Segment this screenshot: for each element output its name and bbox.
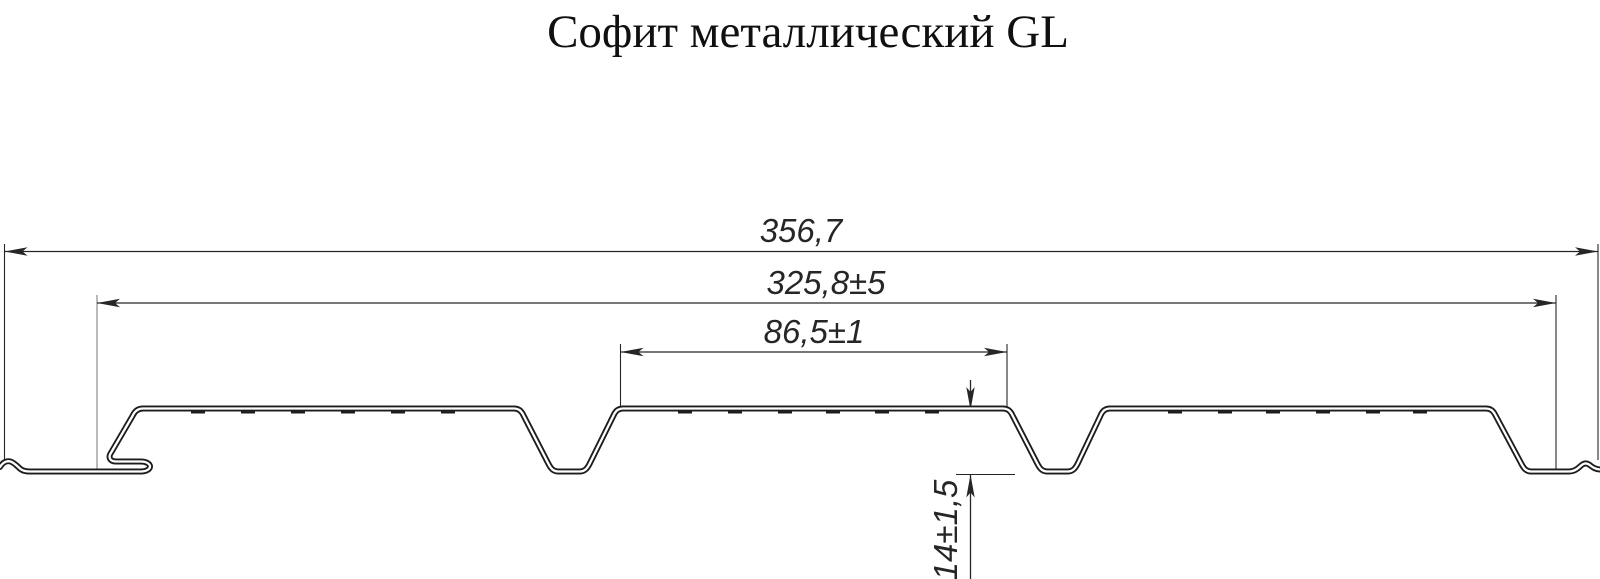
perforation-slot [925, 407, 939, 414]
perforation-slot [241, 407, 255, 414]
perforation-slot [728, 407, 742, 414]
profile-cross-section [0, 405, 1600, 475]
perforation-slot [1413, 407, 1427, 414]
perforation-slot [391, 407, 405, 414]
perforation-slot [678, 407, 692, 414]
perforation-slots [191, 407, 1427, 414]
dim-arrow [966, 387, 975, 410]
perforation-slot [441, 407, 455, 414]
perforation-slot [778, 407, 792, 414]
profile-outline [0, 405, 1600, 475]
page-title: Софит металлический GL [547, 6, 1069, 58]
dim-arrow [4, 247, 28, 256]
dim-arrow [966, 474, 975, 498]
perforation-slot [191, 407, 205, 414]
dim-arrow [97, 298, 120, 308]
perforation-slot [1316, 407, 1330, 414]
dim-label-profile-height: 14±1,5 [927, 479, 964, 579]
perforation-slot [1366, 407, 1380, 414]
perforation-slot [875, 407, 889, 414]
perforation-slot [1218, 407, 1232, 414]
perforation-slot [1266, 407, 1280, 414]
perforation-slot [341, 407, 355, 414]
dimension-overall-width: 356,7 [3, 212, 1599, 462]
dimension-profile-height: 14±1,5 [927, 380, 1015, 579]
dim-arrow [1533, 298, 1556, 308]
dimension-rib-pitch: 86,5±1 [619, 313, 1008, 406]
dim-label-overall-width: 356,7 [760, 212, 844, 249]
dim-label-useful-width: 325,8±5 [766, 264, 886, 301]
dim-arrow [1575, 247, 1598, 256]
profile-metal-core [0, 407, 1600, 473]
dim-label-rib-pitch: 86,5±1 [764, 313, 865, 350]
dim-arrow [984, 347, 1007, 357]
dimension-useful-width: 325,8±5 [96, 264, 1557, 470]
perforation-slot [826, 407, 840, 414]
perforation-slot [291, 407, 305, 414]
dim-arrow [620, 347, 644, 357]
perforation-slot [1168, 407, 1182, 414]
